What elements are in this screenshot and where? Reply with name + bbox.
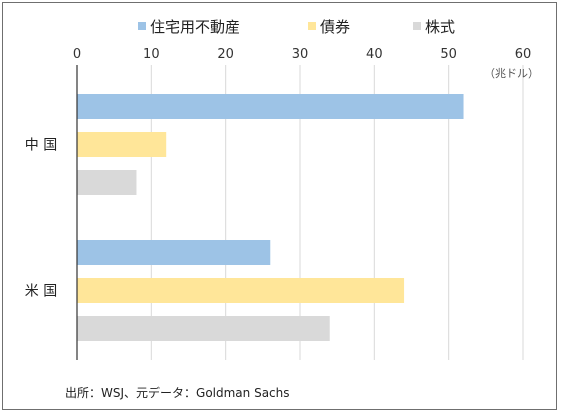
x-tick-label-30: 30	[292, 47, 309, 62]
bar-usa-stocks	[77, 316, 330, 341]
bar-chart: 0 10 20 30 40 50 60 （兆ドル） 中 国米 国	[25, 47, 539, 360]
bar-china-stocks	[77, 170, 137, 195]
legend-swatch-bonds	[308, 22, 316, 30]
x-tick-label-10: 10	[143, 47, 160, 62]
legend-item-bonds: 債券	[308, 16, 350, 37]
chart-frame: 住宅用不動産 債券 株式 0 10 20 30 40 50 60 （兆ドル） 中 国米 国 出所…	[2, 2, 557, 410]
x-tick-label-50: 50	[440, 47, 457, 62]
legend-swatch-housing	[138, 22, 146, 30]
legend-label-housing: 住宅用不動産	[150, 18, 241, 36]
category-label-china: 中 国	[25, 138, 57, 154]
bar-china-bonds	[77, 132, 167, 157]
legend-label-bonds: 債券	[320, 18, 351, 36]
bar-usa-housing	[77, 240, 271, 265]
legend-swatch-stocks	[413, 22, 421, 30]
legend-item-housing: 住宅用不動産	[138, 16, 240, 37]
x-tick-label-60: 60	[515, 47, 532, 62]
x-tick-label-20: 20	[217, 47, 234, 62]
unit-label: （兆ドル）	[484, 67, 539, 80]
bar-china-housing	[77, 94, 464, 119]
legend-item-stocks: 株式	[413, 16, 455, 37]
legend-label-stocks: 株式	[425, 18, 456, 36]
bar-usa-bonds	[77, 278, 405, 303]
source-note: 出所：WSJ、元データ：Goldman Sachs	[65, 386, 290, 400]
x-tick-label-40: 40	[366, 47, 383, 62]
category-label-usa: 米 国	[25, 284, 57, 300]
x-tick-label-0: 0	[73, 47, 81, 62]
